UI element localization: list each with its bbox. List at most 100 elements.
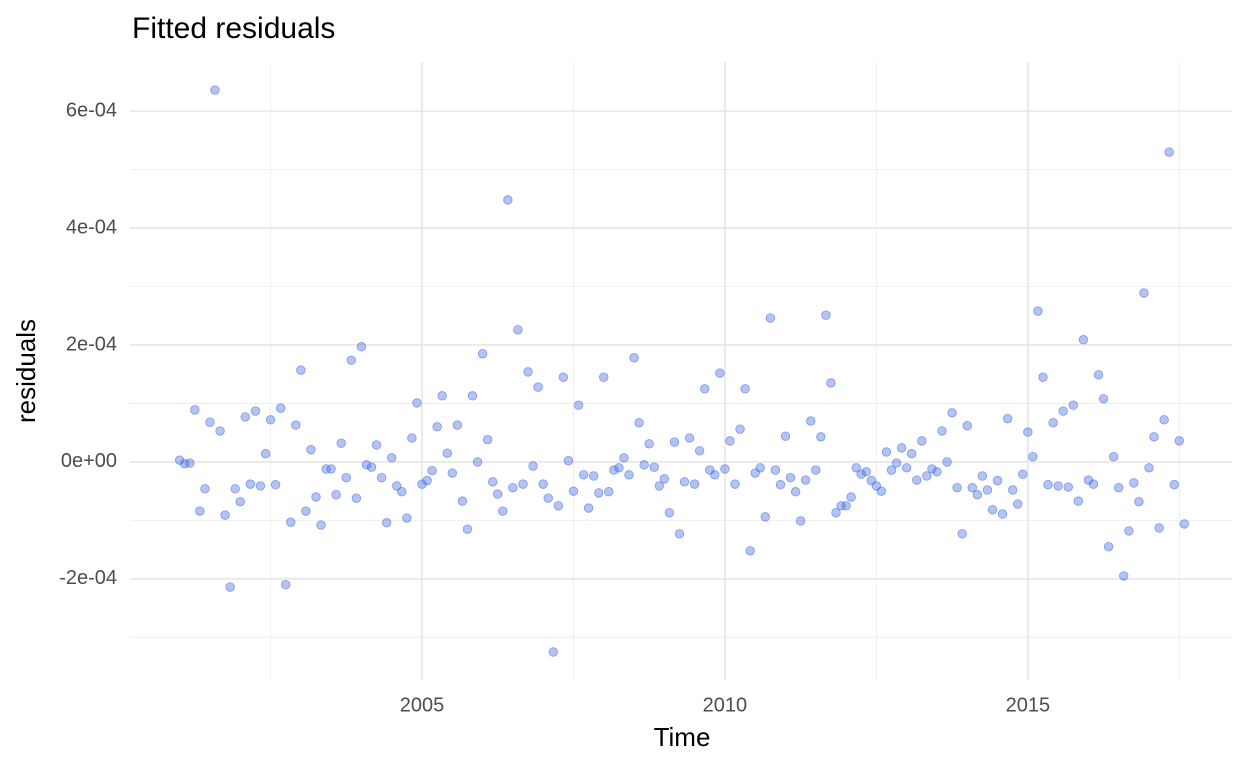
y-tick-label: 0e+00	[61, 450, 117, 472]
point	[760, 512, 771, 522]
point	[331, 489, 341, 500]
point	[649, 462, 659, 472]
point	[710, 470, 720, 480]
point	[1154, 523, 1164, 533]
point	[387, 453, 397, 463]
point	[195, 506, 205, 516]
point	[725, 436, 735, 446]
point	[1174, 436, 1184, 446]
y-tick-label: 4e-04	[66, 216, 117, 238]
point	[937, 426, 947, 436]
point	[841, 501, 851, 511]
chart-title: Fitted residuals	[132, 12, 335, 45]
point	[457, 496, 468, 506]
point	[982, 485, 993, 495]
point	[1159, 415, 1169, 425]
point	[1144, 463, 1154, 473]
point	[1108, 451, 1119, 462]
point	[689, 479, 700, 489]
point	[482, 434, 493, 445]
point	[306, 444, 316, 455]
point	[654, 481, 665, 491]
point	[922, 471, 932, 481]
point	[1028, 451, 1038, 462]
point	[790, 487, 801, 497]
point	[174, 455, 185, 465]
point	[775, 480, 786, 490]
point	[235, 496, 245, 507]
point	[578, 470, 589, 480]
point	[437, 391, 447, 401]
point	[1129, 478, 1139, 488]
point	[1007, 485, 1018, 495]
y-tick-label: -2e-04	[59, 567, 117, 589]
point	[548, 647, 558, 657]
point	[992, 475, 1003, 486]
point	[296, 365, 306, 375]
point	[876, 486, 887, 496]
point	[498, 506, 508, 516]
point	[831, 508, 841, 518]
point	[679, 477, 690, 487]
point	[987, 505, 998, 515]
point	[659, 474, 670, 484]
point	[366, 462, 377, 472]
point	[846, 492, 856, 502]
point	[906, 449, 917, 459]
point	[397, 487, 407, 497]
point	[392, 481, 402, 491]
point	[1093, 370, 1104, 380]
point	[967, 482, 977, 493]
point	[503, 195, 513, 205]
point	[518, 479, 528, 489]
point	[573, 400, 584, 410]
point	[215, 426, 225, 436]
point	[1124, 526, 1134, 536]
point	[523, 367, 533, 377]
point	[1018, 469, 1028, 479]
point	[962, 420, 972, 431]
point	[255, 481, 266, 491]
point	[588, 471, 599, 481]
point	[351, 493, 362, 503]
point	[745, 546, 755, 556]
point	[417, 479, 427, 489]
point	[275, 403, 286, 413]
point	[1103, 541, 1114, 552]
point	[381, 518, 392, 528]
point	[806, 416, 816, 426]
y-axis-label: residuals	[11, 319, 41, 423]
point	[1068, 400, 1078, 410]
point	[952, 482, 962, 493]
point	[720, 464, 730, 474]
point	[462, 524, 473, 534]
point	[336, 438, 346, 448]
point	[371, 440, 382, 450]
point	[730, 479, 740, 489]
point	[291, 420, 301, 430]
point	[851, 463, 861, 473]
point	[311, 492, 321, 502]
point	[770, 465, 781, 475]
point	[821, 310, 831, 320]
point	[614, 463, 624, 473]
point	[427, 465, 437, 476]
point	[508, 482, 518, 493]
point	[609, 465, 619, 475]
point	[1002, 413, 1013, 424]
point	[200, 484, 210, 494]
point	[599, 372, 609, 382]
point	[422, 475, 432, 486]
point	[674, 529, 685, 539]
point	[942, 457, 952, 467]
point	[447, 468, 458, 478]
point	[1164, 147, 1174, 157]
point	[604, 487, 614, 497]
point	[220, 510, 230, 520]
point	[856, 469, 866, 479]
point	[624, 470, 634, 480]
point	[341, 473, 351, 483]
point	[1169, 480, 1179, 490]
point	[558, 372, 569, 382]
point	[669, 437, 680, 447]
